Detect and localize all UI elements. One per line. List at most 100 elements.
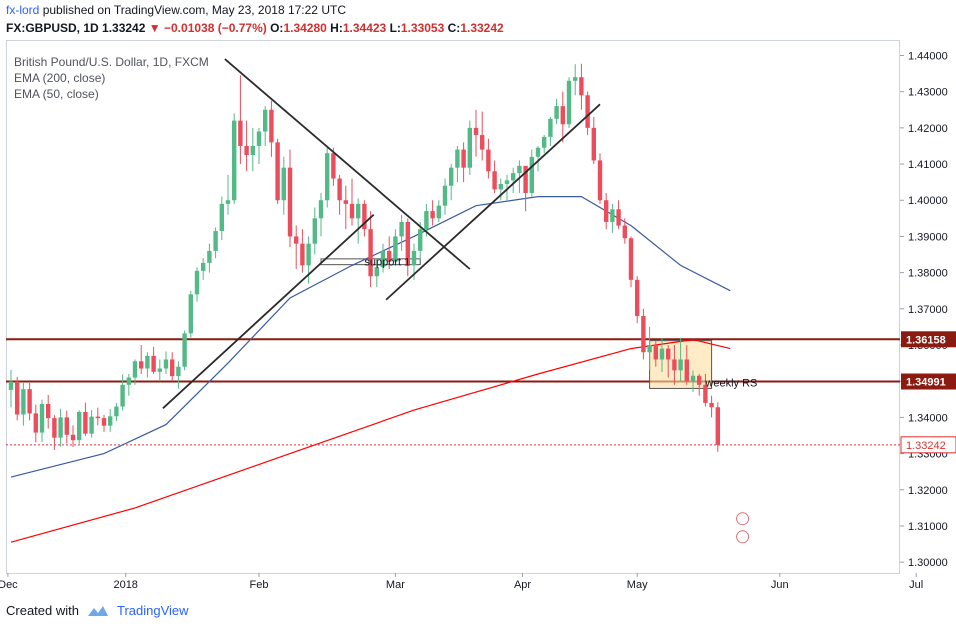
candle-body [250,145,255,155]
candle-body [238,120,243,146]
candle-body [244,145,249,155]
candle-body [163,359,169,369]
candle-body [393,236,398,262]
candle-body [64,417,69,435]
level-price-badge [901,331,956,348]
candle-body [659,348,665,360]
candle-body [424,211,429,230]
candle-body [157,368,162,372]
candle-body [126,377,131,385]
candle-body [374,267,379,277]
x-tick-label: May [627,579,648,591]
candle-body [430,211,435,219]
candle-body [411,250,417,266]
y-tick-label: 1.32000 [908,485,948,497]
y-tick-label: 1.44000 [908,50,948,62]
candle-body [560,106,565,125]
candle-body [95,416,100,419]
candle-body [331,153,336,179]
candle-body [604,200,609,222]
publish-line: fx-lord published on TradingView.com, Ma… [6,3,346,17]
candle-body [442,185,448,206]
candle-body [145,355,150,369]
ema50-line [10,196,731,478]
candle-body [77,411,82,441]
candle-body [622,225,627,239]
created-with-label: Created with [6,603,79,618]
symbol-label: FX:GBPUSD, 1D [6,21,99,35]
candle-body [703,384,708,403]
published-text: published on TradingView.com, May 23, 20… [42,3,346,17]
price-chart[interactable]: 1.44000 1.43000 1.42000 1.41000 1.40000 1.390… [0,0,956,600]
event-marker-icon [736,530,750,544]
candle-body [362,203,367,230]
candle-body [678,359,683,371]
candle-body [8,381,14,390]
candle-body [628,238,634,280]
candle-body [201,262,206,271]
candle-body [436,205,441,219]
candle-body [194,270,200,295]
level-price-badge [901,373,956,390]
candle-body [455,149,460,168]
candle-body [108,416,113,426]
candle-body [269,109,274,143]
candle-body [58,417,63,438]
candle-body [300,243,305,266]
candle-body [387,250,392,262]
close-value-2: 1.33242 [460,21,504,35]
y-tick-label: 1.40000 [908,195,948,207]
down-arrow-icon: ▼ [148,21,161,35]
legend-ema200: EMA (200, close) [14,71,106,85]
candle-body [610,209,615,222]
candle-body [399,221,404,237]
x-tick-label: Mar [386,579,405,591]
candle-body [225,200,231,204]
candle-body [690,375,696,382]
chart-legend: British Pound/U.S. Dollar, 1D, FXCM EMA … [14,54,209,102]
candle-body [294,236,299,244]
low-value: 1.33053 [400,21,445,35]
close-value: 1.33242 [102,21,146,35]
open-value: 1.34280 [283,21,327,35]
candle-body [132,361,138,378]
candle-body [554,106,559,119]
author-link[interactable]: fx-lord [6,3,40,17]
y-tick-label: 1.30000 [908,557,948,569]
candle-body [498,183,503,190]
candle-body [635,279,640,317]
candle-body [579,77,584,96]
candle-body [46,403,51,419]
candle-body [566,80,572,125]
candle-body [585,95,590,128]
event-marker-icon [736,512,750,526]
candle-body [548,118,553,137]
candle-body [405,221,410,266]
candle-body [101,418,107,426]
candle-body [709,402,714,408]
candle-body [21,389,26,415]
high-value: 1.34423 [342,21,387,35]
candle-body [641,316,646,353]
candle-body [380,250,386,268]
candle-body [256,131,262,146]
candle-body [467,127,472,168]
candle-body [504,180,510,184]
y-tick-label: 1.38000 [908,268,948,280]
candle-body [343,200,348,204]
candle-body [418,229,423,251]
y-tick-label: 1.42000 [908,123,948,135]
chart-frame [6,40,900,574]
candle-body [461,149,466,168]
tradingview-link[interactable]: TradingView [116,603,189,618]
candle-body [616,209,621,226]
candle-body [542,136,547,148]
candle-body [52,418,57,438]
x-tick-label: Dec [0,579,18,591]
candle-body [70,434,76,441]
candle-body [170,359,175,377]
support-annotation: support 1 [364,256,410,268]
candle-body [207,250,212,263]
level-price-label: 1.34991 [906,377,946,389]
candle-body [151,355,156,372]
